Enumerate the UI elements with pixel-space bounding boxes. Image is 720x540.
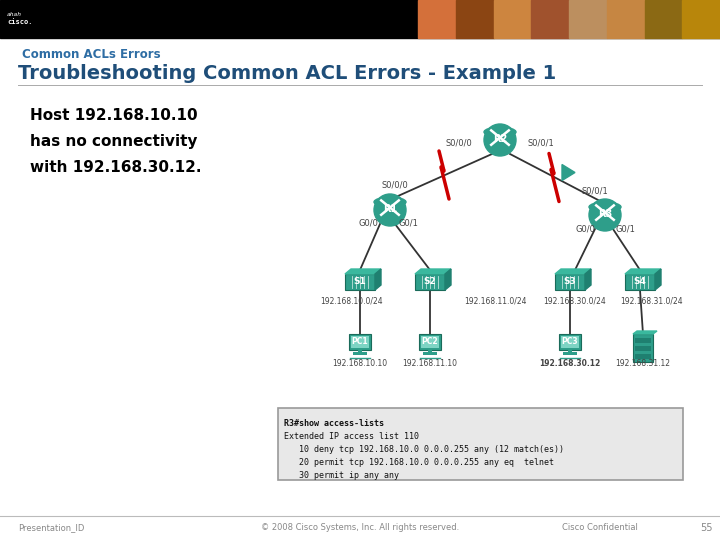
Text: PC1: PC1 <box>351 338 369 347</box>
Text: 192.168.11.0/24: 192.168.11.0/24 <box>464 297 526 306</box>
Text: S0/0/1: S0/0/1 <box>528 138 554 147</box>
Bar <box>349 334 371 350</box>
Circle shape <box>484 124 516 156</box>
Bar <box>568 349 572 352</box>
Polygon shape <box>415 269 451 274</box>
Bar <box>0 38 720 515</box>
Circle shape <box>374 194 406 226</box>
Text: Troubleshooting Common ACL Errors - Example 1: Troubleshooting Common ACL Errors - Exam… <box>18 64 557 83</box>
Polygon shape <box>655 269 661 290</box>
Bar <box>345 274 375 290</box>
Bar <box>278 408 683 480</box>
Bar <box>635 354 651 359</box>
Polygon shape <box>345 269 381 274</box>
Bar <box>555 274 585 290</box>
Text: has no connectivity: has no connectivity <box>30 134 197 149</box>
Bar <box>635 338 651 343</box>
Circle shape <box>589 199 621 231</box>
Bar <box>419 334 441 350</box>
Bar <box>607 0 644 38</box>
Bar <box>0 0 720 38</box>
Text: G0/1: G0/1 <box>615 224 635 233</box>
Ellipse shape <box>589 202 621 212</box>
Bar <box>423 352 437 355</box>
Text: Extended IP access list 110: Extended IP access list 110 <box>284 432 419 441</box>
Ellipse shape <box>484 127 516 137</box>
Text: S0/0/0: S0/0/0 <box>445 138 472 147</box>
Bar <box>351 336 369 348</box>
Text: R1: R1 <box>383 204 397 214</box>
Bar <box>456 0 493 38</box>
Bar <box>493 0 531 38</box>
Text: cisco.: cisco. <box>7 19 32 25</box>
Text: 192.168.31.0/24: 192.168.31.0/24 <box>621 297 683 306</box>
Text: 192.168.30.0/24: 192.168.30.0/24 <box>544 297 606 306</box>
Text: G0/0: G0/0 <box>575 224 595 233</box>
Polygon shape <box>445 269 451 290</box>
Bar <box>531 0 569 38</box>
Polygon shape <box>633 331 657 334</box>
Text: ahah: ahah <box>7 11 22 17</box>
Bar <box>683 0 720 38</box>
Text: R3#show access-lists: R3#show access-lists <box>284 419 384 428</box>
Text: Cisco Confidential: Cisco Confidential <box>562 523 638 532</box>
Bar <box>418 0 456 38</box>
Text: G0/0: G0/0 <box>358 219 378 228</box>
Text: 192.168.30.12: 192.168.30.12 <box>539 359 600 368</box>
Bar <box>415 274 445 290</box>
Polygon shape <box>555 269 591 274</box>
Bar <box>0 515 720 540</box>
Text: Presentation_ID: Presentation_ID <box>18 523 84 532</box>
Text: 10 deny tcp 192.168.10.0 0.0.0.255 any (12 match(es)): 10 deny tcp 192.168.10.0 0.0.0.255 any (… <box>284 445 564 454</box>
Text: © 2008 Cisco Systems, Inc. All rights reserved.: © 2008 Cisco Systems, Inc. All rights re… <box>261 523 459 532</box>
Text: Common ACLs Errors: Common ACLs Errors <box>22 48 161 61</box>
Polygon shape <box>562 165 575 180</box>
Text: S2: S2 <box>423 278 436 287</box>
Bar <box>561 336 579 348</box>
Polygon shape <box>585 269 591 290</box>
Text: 192.168.11.10: 192.168.11.10 <box>402 359 457 368</box>
Bar <box>358 349 362 352</box>
Text: 20 permit tcp 192.168.10.0 0.0.0.255 any eq  telnet: 20 permit tcp 192.168.10.0 0.0.0.255 any… <box>284 458 554 467</box>
Text: S0/0/0: S0/0/0 <box>382 181 408 190</box>
Text: R2: R2 <box>493 134 507 144</box>
Bar <box>635 346 651 351</box>
Text: with 192.168.30.12.: with 192.168.30.12. <box>30 160 202 175</box>
Text: S1: S1 <box>354 278 366 287</box>
Text: S3: S3 <box>564 278 577 287</box>
Text: 192.168.10.10: 192.168.10.10 <box>333 359 387 368</box>
Text: S4: S4 <box>634 278 647 287</box>
Text: 55: 55 <box>700 523 712 533</box>
Text: S0/0/1: S0/0/1 <box>582 186 608 195</box>
Text: 30 permit ip any any: 30 permit ip any any <box>284 471 399 480</box>
Text: 192.168.31.12: 192.168.31.12 <box>616 359 670 368</box>
Bar <box>569 0 607 38</box>
Bar <box>428 349 432 352</box>
Bar <box>633 334 653 362</box>
Bar <box>563 352 577 355</box>
Text: G0/1: G0/1 <box>398 219 418 228</box>
Ellipse shape <box>374 197 406 207</box>
Text: R3: R3 <box>598 209 612 219</box>
Bar <box>353 352 367 355</box>
Text: PC2: PC2 <box>422 338 438 347</box>
Polygon shape <box>375 269 381 290</box>
Bar <box>625 274 655 290</box>
Polygon shape <box>625 269 661 274</box>
Bar <box>644 0 683 38</box>
Text: PC3: PC3 <box>562 338 578 347</box>
Text: 192.168.10.0/24: 192.168.10.0/24 <box>320 297 383 306</box>
Text: Host 192.168.10.10: Host 192.168.10.10 <box>30 108 197 123</box>
Bar <box>421 336 439 348</box>
Bar <box>559 334 581 350</box>
